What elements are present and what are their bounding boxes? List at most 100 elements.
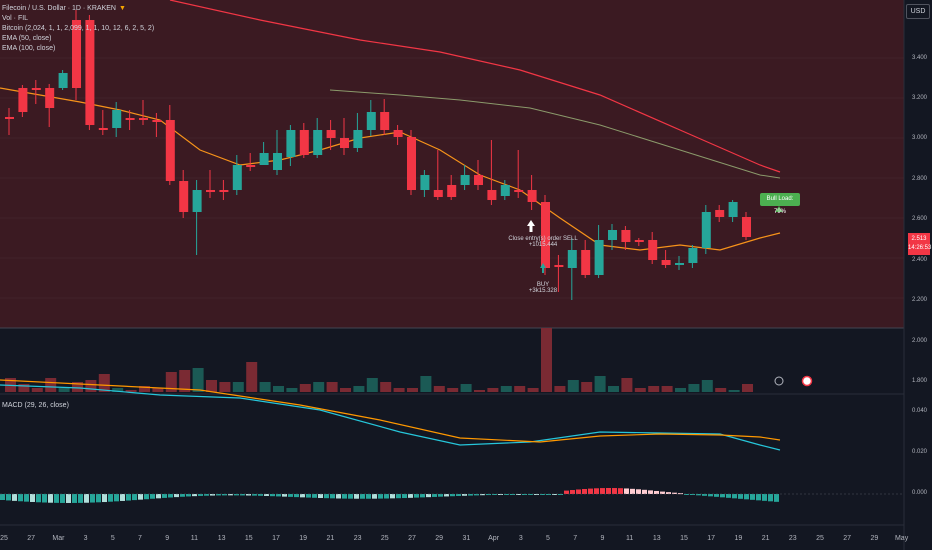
volume-bar bbox=[447, 388, 459, 392]
volume-bar bbox=[192, 368, 204, 392]
volume-bar bbox=[474, 390, 485, 392]
volume-bar bbox=[688, 384, 700, 392]
currency-button[interactable]: USD bbox=[906, 4, 930, 19]
volume-bar bbox=[31, 388, 43, 392]
volume-bar bbox=[621, 378, 633, 392]
indicator-macd[interactable]: MACD (29, 26, close) bbox=[2, 402, 69, 409]
macd-pane[interactable] bbox=[0, 395, 904, 525]
candle-body bbox=[380, 112, 390, 130]
volume-bar bbox=[326, 382, 338, 392]
histogram-bar bbox=[96, 494, 101, 503]
candle-body bbox=[313, 130, 323, 155]
candle-body bbox=[541, 202, 550, 268]
histogram-bar bbox=[132, 494, 137, 501]
histogram-bar bbox=[318, 494, 323, 499]
histogram-bar bbox=[624, 488, 629, 494]
volume-bar bbox=[675, 388, 686, 392]
buy-value: +3k15.328 bbox=[528, 288, 558, 294]
candle-body bbox=[299, 130, 309, 155]
indicator-legend: Filecoin / U.S. Dollar · 1D · KRAKEN ▼ Vo… bbox=[2, 4, 154, 54]
volume-bar bbox=[567, 380, 579, 392]
histogram-bar bbox=[720, 494, 725, 498]
histogram-bar bbox=[174, 494, 179, 498]
volume-bar bbox=[18, 384, 30, 392]
symbol-title[interactable]: Filecoin / U.S. Dollar · 1D · KRAKEN ▼ bbox=[2, 5, 126, 12]
histogram-bar bbox=[516, 494, 521, 495]
histogram-bar bbox=[258, 494, 263, 496]
histogram-bar bbox=[396, 494, 401, 499]
volume-bar bbox=[58, 388, 70, 392]
candle-body bbox=[621, 230, 631, 242]
volume-bar bbox=[581, 382, 593, 392]
histogram-bar bbox=[702, 494, 707, 496]
histogram-bar bbox=[342, 494, 347, 499]
indicator-vol[interactable]: Vol · FIL bbox=[2, 15, 29, 22]
date-label: Apr bbox=[488, 535, 500, 542]
date-label: 25 bbox=[380, 535, 389, 542]
last-price-tag: 2.513 14:26:53 bbox=[908, 233, 931, 255]
histogram-bar bbox=[684, 494, 689, 495]
histogram-bar bbox=[588, 488, 593, 494]
date-label: 11 bbox=[190, 535, 199, 542]
volume-bar bbox=[742, 384, 753, 392]
event-icon-1[interactable] bbox=[774, 376, 784, 386]
histogram-bar bbox=[54, 494, 59, 503]
histogram-bar bbox=[708, 494, 713, 497]
candle-body bbox=[433, 190, 443, 197]
histogram-bar bbox=[72, 494, 77, 503]
candle-body bbox=[273, 153, 282, 170]
date-label: 15 bbox=[244, 535, 253, 542]
histogram-bar bbox=[408, 494, 413, 498]
volume-bar bbox=[554, 386, 566, 392]
candle-body bbox=[500, 185, 510, 196]
close-entry-value: +1015.444 bbox=[528, 242, 558, 248]
histogram-bar bbox=[582, 488, 587, 494]
volume-bar bbox=[206, 380, 217, 392]
date-label: 9 bbox=[165, 535, 170, 542]
histogram-bar bbox=[282, 494, 287, 497]
indicator-ema100[interactable]: EMA (100, close) bbox=[2, 45, 56, 52]
date-label: 5 bbox=[546, 535, 550, 542]
candle-body bbox=[742, 217, 751, 237]
histogram-bar bbox=[504, 494, 509, 495]
histogram-bar bbox=[432, 494, 437, 497]
volume-bar bbox=[179, 370, 191, 392]
histogram-bar bbox=[0, 494, 5, 500]
candle-body bbox=[286, 130, 296, 157]
volume-bar bbox=[420, 376, 432, 392]
candle-body bbox=[179, 181, 189, 212]
histogram-bar bbox=[384, 494, 389, 499]
date-label: 11 bbox=[625, 535, 634, 542]
histogram-bar bbox=[678, 493, 683, 495]
histogram-bar bbox=[264, 494, 269, 496]
date-label: Mar bbox=[52, 535, 65, 542]
candle-body bbox=[340, 138, 349, 148]
close-entry-label: Close entry(s) order SELL +1015.444 bbox=[508, 236, 577, 248]
volume-pane[interactable] bbox=[0, 328, 904, 392]
price-label: 2.400 bbox=[912, 257, 928, 263]
histogram-bar bbox=[630, 488, 635, 494]
buy-label: BUY +3k15.328 bbox=[529, 282, 557, 294]
candle-body bbox=[661, 260, 671, 265]
bull-marker-icon bbox=[775, 206, 783, 212]
histogram-bar bbox=[390, 494, 395, 499]
volume-bar bbox=[594, 376, 606, 392]
histogram-bar bbox=[600, 488, 605, 494]
volume-bar bbox=[353, 386, 365, 392]
date-label: 25 bbox=[0, 535, 8, 542]
histogram-bar bbox=[756, 494, 761, 501]
histogram-bar bbox=[330, 494, 335, 499]
candle-body bbox=[31, 88, 41, 90]
histogram-bar bbox=[762, 494, 767, 501]
histogram-bar bbox=[78, 494, 83, 503]
event-icon-2[interactable] bbox=[801, 375, 813, 387]
indicator-bitcoin[interactable]: Bitcoin (2,024, 1, 1, 2,099, 1, 1, 10, 1… bbox=[2, 25, 155, 32]
histogram-bar bbox=[558, 494, 563, 495]
price-label: 3.400 bbox=[912, 55, 928, 61]
indicator-ema50[interactable]: EMA (50, close) bbox=[2, 35, 52, 42]
histogram-bar bbox=[276, 494, 281, 497]
signal-line bbox=[0, 379, 781, 443]
date-label: 23 bbox=[788, 535, 797, 542]
histogram-bar bbox=[492, 494, 497, 495]
